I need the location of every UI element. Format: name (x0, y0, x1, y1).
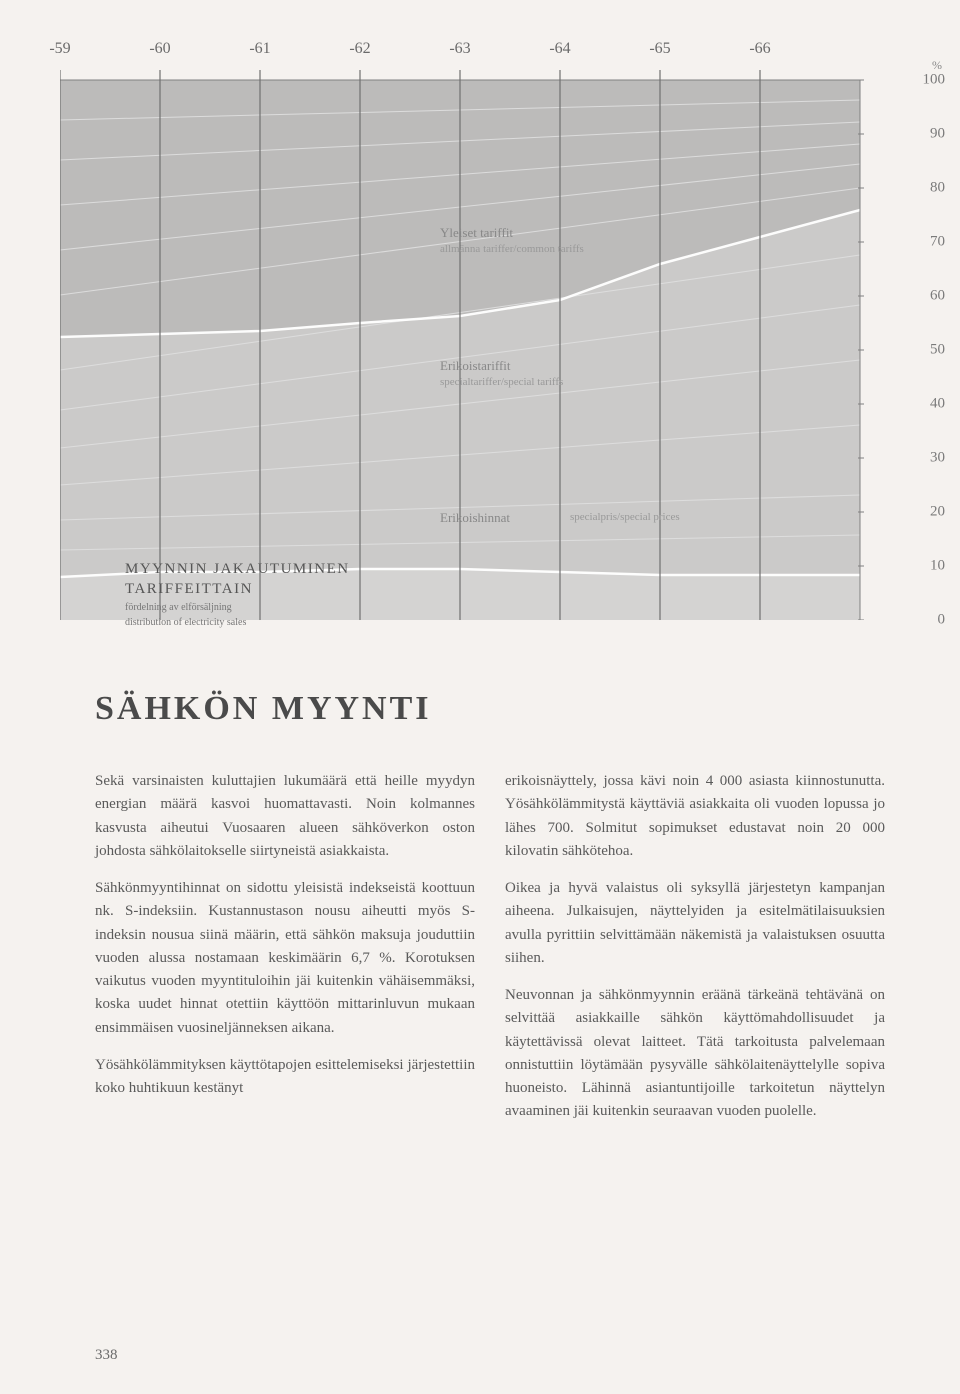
y-tick: 100 (923, 72, 946, 89)
left-column: Sekä varsinaisten kuluttajien lukumäärä … (95, 770, 475, 1138)
paragraph: Sekä varsinaisten kuluttajien lukumäärä … (95, 770, 475, 863)
paragraph: Oikea ja hyvä valaistus oli syksyllä jär… (505, 877, 885, 970)
y-tick: 60 (930, 288, 945, 305)
x-tick: -65 (649, 40, 670, 58)
y-tick: 40 (930, 396, 945, 413)
x-tick: -63 (449, 40, 470, 58)
x-tick: -59 (49, 40, 70, 58)
section-heading: SÄHKÖN MYYNTI (95, 690, 432, 728)
y-tick: 0 (938, 612, 946, 629)
right-column: erikoisnäyttely, jossa kävi noin 4 000 a… (505, 770, 885, 1138)
band-main: Erikoistariffit (440, 358, 563, 375)
chart-subtitle-1: fördelning av elförsäljning (125, 601, 405, 614)
paragraph: erikoisnäyttely, jossa kävi noin 4 000 a… (505, 770, 885, 863)
band-main: Yleiset tariffit (440, 225, 584, 242)
y-tick: 50 (930, 342, 945, 359)
paragraph: Neuvonnan ja sähkönmyynnin eräänä tärkeä… (505, 984, 885, 1124)
chart-subtitle-2: distribution of electricity sales (125, 616, 405, 629)
x-tick: -62 (349, 40, 370, 58)
band-sub: allmänna tariffer/common tariffs (440, 242, 584, 256)
paragraph: Yösähkölämmityksen käyttötapojen esittel… (95, 1054, 475, 1101)
band-main: Erikoishinnat (440, 510, 510, 527)
band-label-special: Erikoistariffit specialtariffer/special … (440, 358, 563, 389)
paragraph: Sähkönmyyntihinnat on sidottu yleisistä … (95, 877, 475, 1040)
y-tick: 90 (930, 126, 945, 143)
y-tick: 10 (930, 558, 945, 575)
x-tick: -61 (249, 40, 270, 58)
y-tick: 30 (930, 450, 945, 467)
x-tick: -64 (549, 40, 570, 58)
y-tick: 80 (930, 180, 945, 197)
distribution-chart: -59 -60 -61 -62 -63 -64 -65 -66 % 100 90… (60, 40, 900, 620)
band-label-common: Yleiset tariffit allmänna tariffer/commo… (440, 225, 584, 256)
page-number: 338 (95, 1347, 118, 1364)
y-tick: 70 (930, 234, 945, 251)
x-tick: -66 (749, 40, 770, 58)
band-sub: specialtariffer/special tariffs (440, 375, 563, 389)
x-tick: -60 (149, 40, 170, 58)
chart-title-block: MYYNNIN JAKAUTUMINEN TARIFFEITTAIN förde… (125, 560, 405, 629)
band-label-prices: Erikoishinnat specialpris/special prices (440, 510, 510, 527)
band-sub: specialpris/special prices (570, 510, 680, 524)
chart-svg (60, 40, 900, 620)
y-tick: 20 (930, 504, 945, 521)
chart-title: MYYNNIN JAKAUTUMINEN TARIFFEITTAIN (125, 560, 405, 599)
body-text: Sekä varsinaisten kuluttajien lukumäärä … (95, 770, 885, 1138)
